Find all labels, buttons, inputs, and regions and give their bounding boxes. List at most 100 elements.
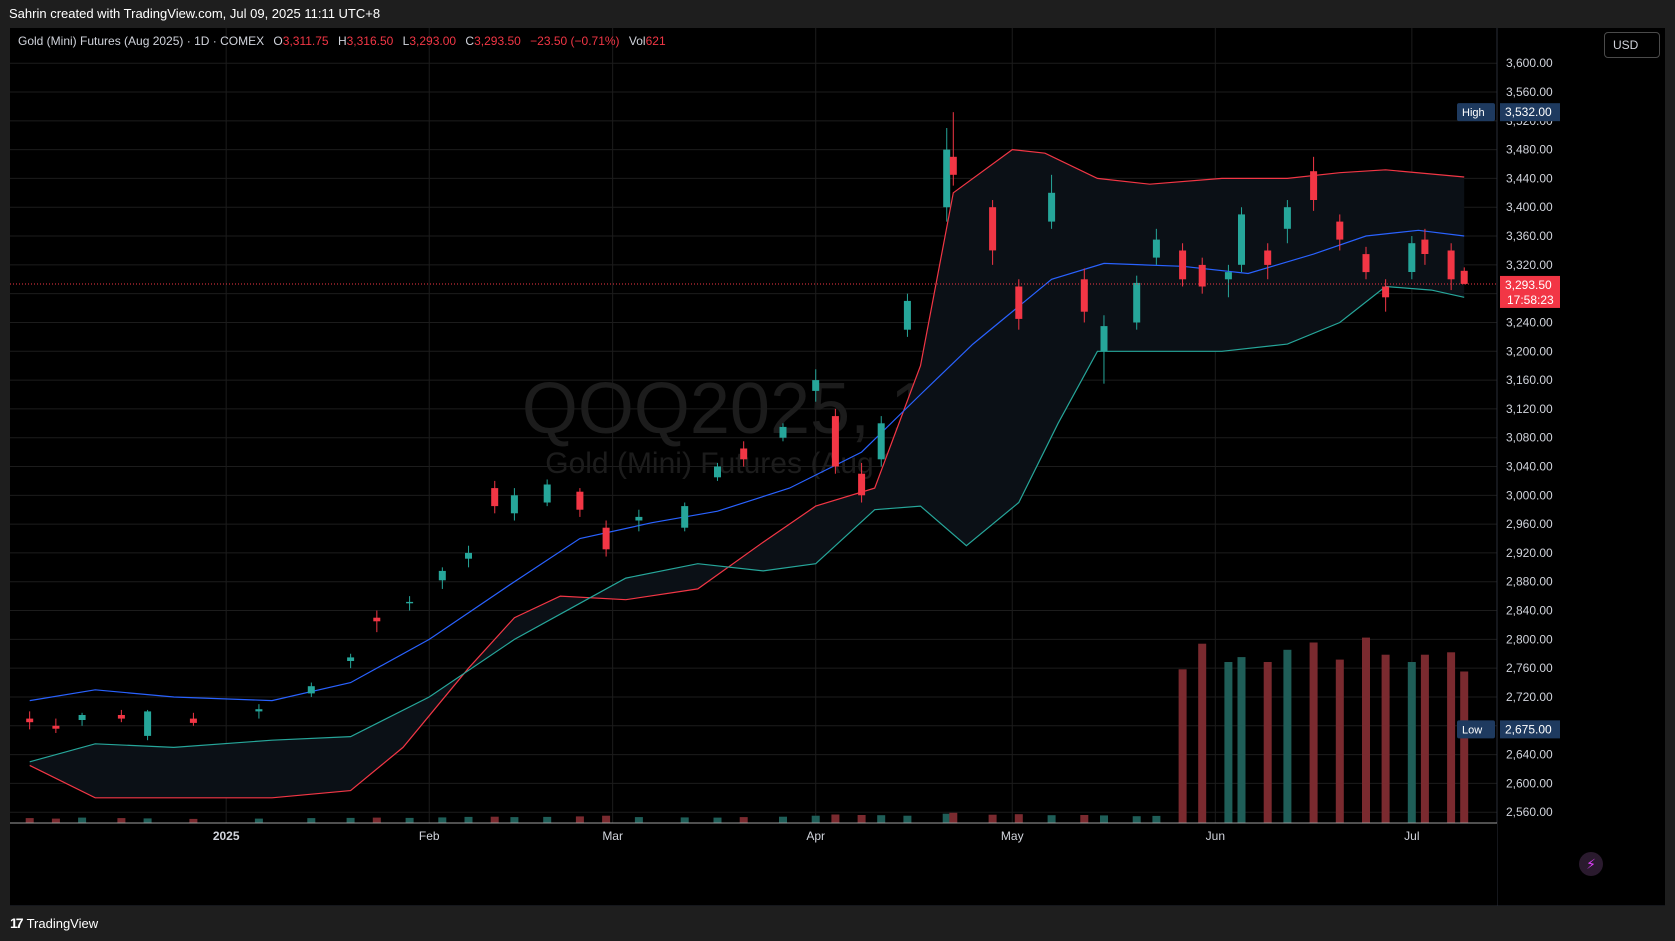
volume-bar xyxy=(1407,662,1416,823)
legend-open-label: O xyxy=(273,34,283,48)
low-marker-value: 2,675.00 xyxy=(1505,722,1552,736)
candle xyxy=(740,441,748,467)
candle xyxy=(1048,174,1056,229)
candle-body xyxy=(1408,243,1416,272)
candle xyxy=(1179,243,1187,287)
price-tick-label: 2,840.00 xyxy=(1506,604,1553,618)
candle xyxy=(1447,243,1455,291)
volume-bar xyxy=(117,818,126,823)
candle-body xyxy=(1080,279,1088,312)
candle xyxy=(1080,268,1088,323)
candle xyxy=(117,709,125,723)
legend-vol-label: Vol xyxy=(628,34,646,48)
candle xyxy=(1198,257,1206,294)
price-tick-label: 2,640.00 xyxy=(1506,748,1553,762)
candle xyxy=(989,200,997,265)
price-tick-label: 3,360.00 xyxy=(1506,229,1553,243)
price-axis-bg xyxy=(1497,28,1665,906)
tradingview-brand: TradingView xyxy=(26,915,99,931)
candle xyxy=(681,502,689,532)
volume-bar xyxy=(779,816,787,823)
candle-body xyxy=(491,488,499,507)
volume-bars xyxy=(25,637,1469,823)
volume-bar xyxy=(877,815,886,823)
candle xyxy=(406,596,414,611)
volume-bar xyxy=(634,817,643,823)
legend-low: 3,293.00 xyxy=(409,34,457,48)
tradingview-logo[interactable]: 17 TradingView xyxy=(10,915,98,931)
price-tick-label: 3,480.00 xyxy=(1506,143,1553,157)
legend-instrument: Gold (Mini) Futures (Aug 2025) · 1D · CO… xyxy=(18,34,265,48)
low-marker-tag-label: Low xyxy=(1462,724,1482,736)
candle xyxy=(1421,228,1429,265)
legend-high: 3,316.50 xyxy=(346,34,394,48)
candle-body xyxy=(510,495,518,514)
last-price-timer: 17:58:23 xyxy=(1507,293,1554,307)
low-marker-tag-bg xyxy=(1457,720,1495,739)
volume-bar xyxy=(372,817,381,823)
time-tick-label: May xyxy=(1001,829,1024,843)
high-marker-value-bg xyxy=(1500,103,1560,122)
low-marker-value-bg xyxy=(1500,720,1560,739)
candle-body xyxy=(1460,270,1468,284)
candle-body xyxy=(1283,207,1291,229)
time-axis-bg xyxy=(10,823,1497,906)
attribution-text: Sahrin created with TradingView.com, Jul… xyxy=(9,6,381,21)
currency-button[interactable]: USD xyxy=(1604,32,1660,58)
candle-body xyxy=(635,516,643,521)
price-tick-label: 2,800.00 xyxy=(1506,632,1553,646)
volume-bar xyxy=(949,812,958,823)
volume-bar xyxy=(1309,642,1318,823)
candle-body xyxy=(779,426,787,438)
time-tick-label: Jul xyxy=(1404,829,1419,843)
candle xyxy=(255,704,263,719)
bollinger-lower-line xyxy=(29,285,1465,763)
chart-canvas[interactable]: QOQ2025, 1D Gold (Mini) Futures (Aug 202… xyxy=(10,28,1665,906)
price-tick-label: 2,720.00 xyxy=(1506,690,1553,704)
price-tick-label: 3,240.00 xyxy=(1506,315,1553,329)
volume-bar xyxy=(1283,649,1292,823)
price-tick-label: 2,760.00 xyxy=(1506,661,1553,675)
candle xyxy=(26,711,34,730)
candle-body xyxy=(903,300,911,330)
candle-body xyxy=(1015,286,1023,319)
candle xyxy=(602,520,610,557)
legend-close: 3,293.50 xyxy=(474,34,521,48)
volume-bar xyxy=(713,817,722,823)
candle-body xyxy=(1048,192,1056,222)
candle-body xyxy=(831,416,839,467)
price-tick-label: 3,600.00 xyxy=(1506,56,1553,70)
candle-body xyxy=(989,207,997,251)
candle xyxy=(1460,267,1468,285)
candle xyxy=(714,462,721,481)
volume-bar xyxy=(988,814,997,823)
price-tick-label: 3,200.00 xyxy=(1506,344,1553,358)
candle-body xyxy=(438,570,446,581)
volume-bar xyxy=(78,817,87,823)
candle-body xyxy=(740,448,748,460)
price-axis: 3,600.003,560.003,520.003,480.003,440.00… xyxy=(1457,28,1665,906)
volume-bar xyxy=(189,818,198,823)
candle-body xyxy=(465,552,472,559)
candle xyxy=(1408,236,1416,280)
volume-bar xyxy=(1381,654,1390,823)
volume-bar xyxy=(143,818,152,823)
volume-bar xyxy=(1178,669,1187,823)
volume-bar xyxy=(680,817,689,823)
volume-bar xyxy=(1335,659,1344,823)
volume-bar xyxy=(1198,643,1207,823)
volume-bar xyxy=(1080,815,1089,823)
volume-bar xyxy=(1263,662,1272,823)
candle xyxy=(144,709,152,741)
volume-bar xyxy=(1447,652,1456,823)
volume-bar xyxy=(942,813,951,823)
candle xyxy=(307,682,315,697)
price-tick-label: 2,960.00 xyxy=(1506,517,1553,531)
candle-body xyxy=(543,484,551,503)
lightning-icon[interactable]: ⚡ xyxy=(1579,852,1603,876)
chart-frame[interactable]: QOQ2025, 1D Gold (Mini) Futures (Aug 202… xyxy=(10,28,1665,906)
candle-body xyxy=(189,718,197,723)
candle-body xyxy=(858,473,866,496)
volume-bar xyxy=(1420,654,1429,823)
candle xyxy=(1382,279,1390,312)
